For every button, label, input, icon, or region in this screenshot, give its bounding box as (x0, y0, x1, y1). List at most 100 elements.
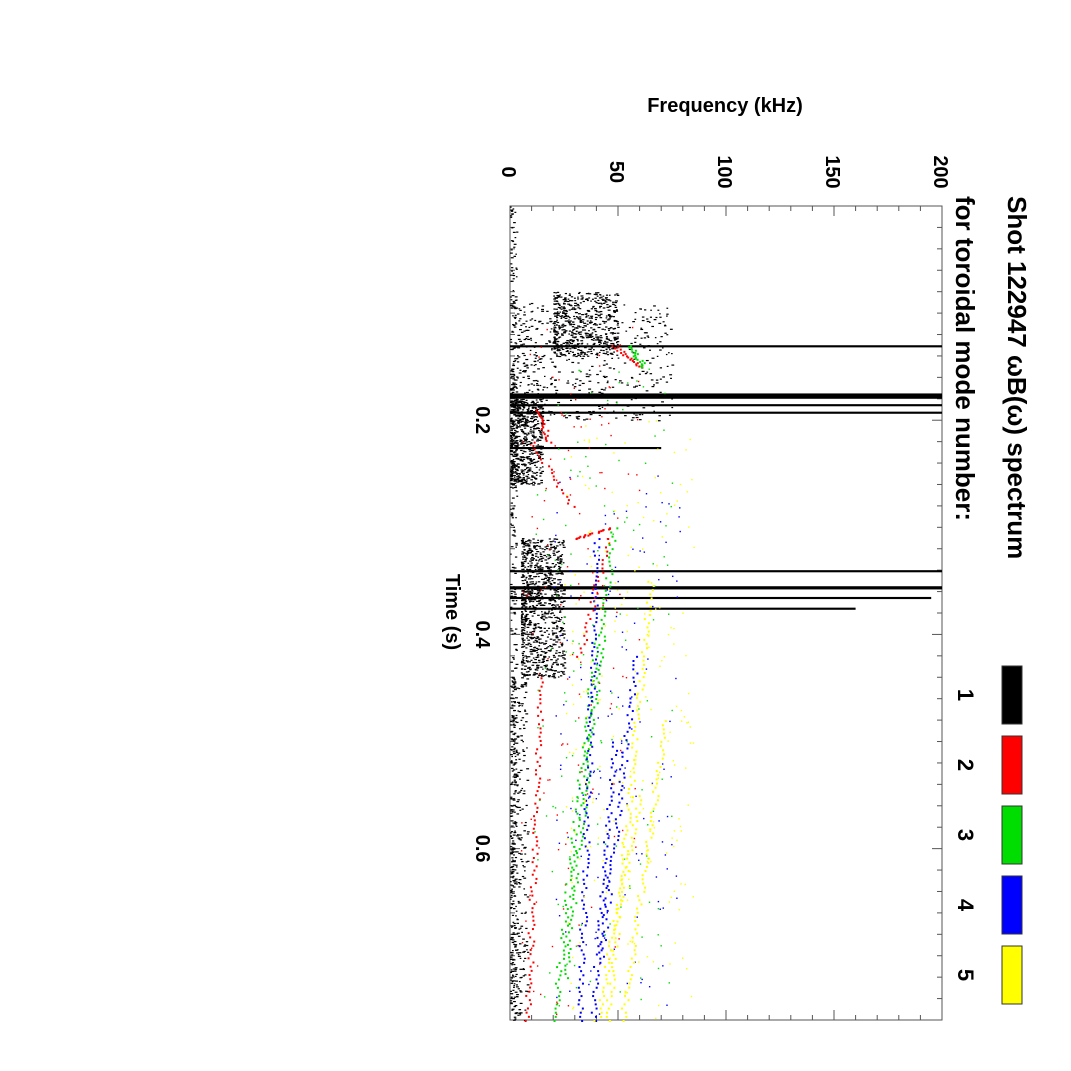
data-point (567, 952, 570, 955)
data-point (615, 615, 618, 618)
data-point (591, 659, 594, 662)
data-point (529, 649, 532, 651)
data-point (535, 672, 538, 675)
data-point (689, 742, 692, 744)
data-point (575, 945, 578, 947)
data-point (520, 646, 524, 648)
data-point (605, 343, 608, 345)
data-point (522, 416, 526, 418)
data-point (510, 401, 513, 403)
data-point (616, 338, 619, 340)
data-point (570, 331, 574, 333)
data-point (527, 377, 531, 380)
data-point (603, 639, 606, 642)
data-point (576, 537, 579, 540)
data-point (539, 593, 543, 595)
data-point (577, 349, 580, 351)
data-point (668, 414, 671, 416)
data-point (564, 320, 568, 322)
data-point (518, 980, 521, 983)
data-point (595, 1007, 598, 1010)
data-point (626, 747, 629, 750)
data-point (510, 782, 513, 784)
data-point (537, 581, 541, 583)
data-point (675, 875, 678, 877)
data-point (610, 962, 613, 965)
data-point (583, 808, 586, 811)
data-point (594, 605, 597, 608)
data-point (572, 640, 574, 642)
data-point (510, 453, 514, 456)
data-point (622, 354, 625, 357)
data-point (514, 968, 518, 970)
data-point (613, 974, 616, 977)
data-point (530, 595, 533, 597)
data-point (521, 626, 524, 629)
data-point (585, 911, 588, 914)
data-point (641, 978, 643, 981)
data-point (551, 676, 554, 678)
data-point (665, 353, 668, 356)
data-point (566, 743, 569, 745)
data-point (541, 416, 544, 418)
data-point (527, 639, 531, 641)
data-point (523, 371, 527, 373)
data-point (524, 620, 527, 623)
data-point (627, 850, 630, 853)
data-point (611, 303, 615, 305)
data-point (548, 465, 551, 468)
data-point (588, 720, 591, 723)
data-point (512, 596, 516, 598)
data-point (522, 474, 525, 476)
data-point (592, 329, 596, 331)
data-point (552, 606, 555, 609)
data-point (598, 391, 602, 393)
data-point (526, 618, 530, 620)
data-point (528, 539, 531, 541)
data-point (520, 837, 523, 839)
data-point (533, 612, 536, 614)
data-point (651, 325, 655, 328)
data-point (553, 554, 555, 556)
data-point (640, 365, 643, 368)
data-point (550, 649, 552, 651)
data-point (521, 619, 523, 621)
data-point (538, 847, 540, 849)
data-point (526, 674, 529, 676)
data-point (513, 479, 516, 481)
data-point (593, 675, 596, 678)
data-point (537, 452, 541, 454)
data-point (575, 748, 577, 751)
data-point (594, 1015, 597, 1018)
data-point (575, 378, 579, 380)
data-point (510, 473, 513, 475)
data-point (510, 523, 512, 525)
data-point (633, 693, 636, 696)
data-point (601, 406, 604, 408)
data-point (522, 458, 526, 460)
data-point (515, 980, 518, 982)
data-point (517, 792, 520, 794)
data-point (618, 708, 620, 710)
data-point (579, 302, 582, 304)
data-point (523, 830, 526, 832)
data-point (510, 437, 513, 439)
data-point (567, 916, 570, 919)
series-3 (534, 345, 674, 1022)
data-point (586, 803, 589, 806)
data-point (532, 445, 535, 448)
data-point (511, 926, 513, 928)
data-point (519, 839, 522, 841)
data-point (527, 433, 530, 435)
data-point (630, 796, 632, 798)
data-point (511, 767, 514, 770)
data-point (659, 606, 661, 609)
data-point (524, 468, 527, 471)
data-point (554, 670, 557, 672)
data-point (571, 910, 574, 913)
data-point (599, 770, 601, 772)
data-point (527, 544, 530, 546)
data-point (560, 616, 563, 619)
data-point (624, 833, 627, 836)
data-point (513, 379, 516, 381)
